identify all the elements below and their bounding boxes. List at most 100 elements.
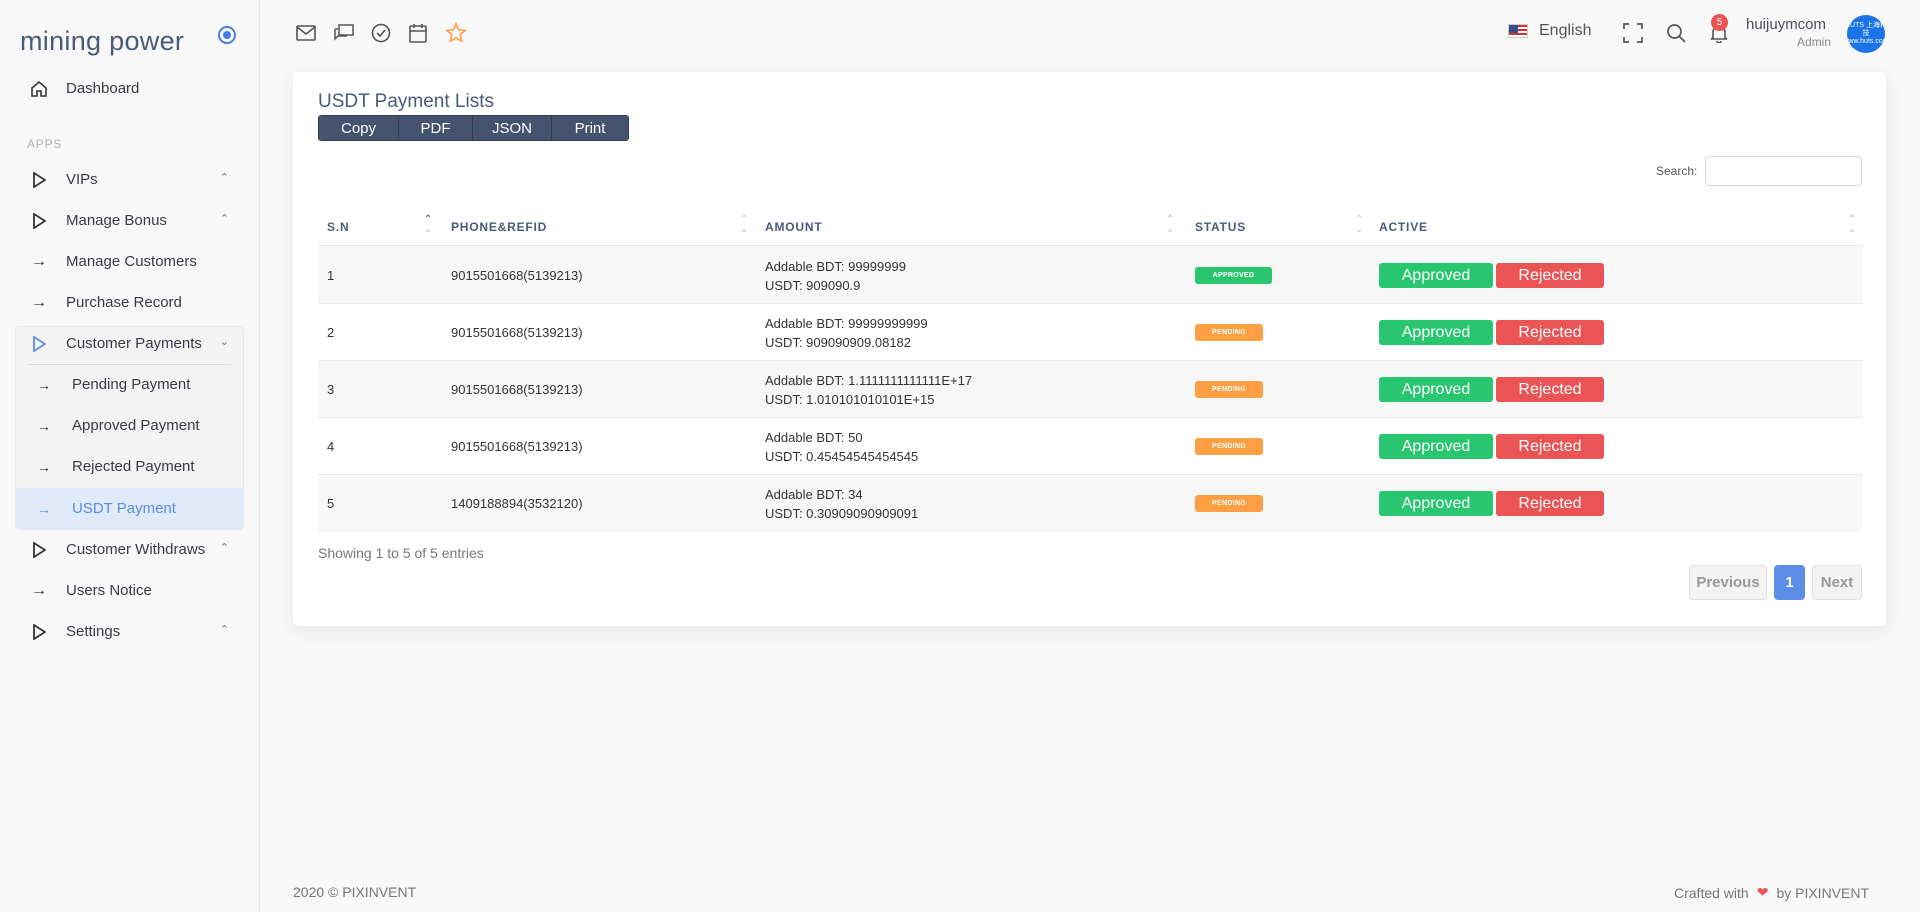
cell-sn: 2 [327, 325, 335, 340]
page-1-button[interactable]: 1 [1774, 565, 1805, 600]
sidebar-item-vips[interactable]: VIPs ⌃ [15, 159, 243, 200]
sidebar-item-settings[interactable]: Settings ⌃ [15, 611, 243, 652]
approve-button[interactable]: Approved [1379, 263, 1493, 288]
amount-bdt: Addable BDT: 99999999 [765, 258, 906, 274]
user-name[interactable]: huijuymcom [1746, 16, 1827, 33]
sidebar-item-customer-payments[interactable]: Customer Payments ⌄ [15, 323, 243, 364]
reject-button[interactable]: Rejected [1496, 491, 1604, 516]
avatar[interactable]: HUTS 上海科技 www.huts.com [1843, 15, 1889, 53]
copy-button[interactable]: Copy [319, 116, 399, 140]
column-header-label: S.N [327, 220, 350, 234]
calendar-icon[interactable] [407, 22, 429, 44]
search-input[interactable] [1705, 156, 1862, 186]
reject-button[interactable]: Rejected [1496, 263, 1604, 288]
play-icon [29, 622, 49, 642]
cell-sn: 1 [327, 268, 335, 283]
sidebar-item-label: USDT Payment [72, 500, 176, 517]
play-icon [29, 170, 49, 190]
reject-button[interactable]: Rejected [1496, 320, 1604, 345]
approve-button[interactable]: Approved [1379, 377, 1493, 402]
column-header-label: STATUS [1195, 220, 1247, 234]
card-title: USDT Payment Lists [318, 91, 494, 112]
star-icon[interactable] [445, 22, 467, 44]
play-icon [29, 211, 49, 231]
table-row: 2 9015501668(5139213) Addable BDT: 99999… [318, 304, 1863, 361]
sidebar-item-manage-bonus[interactable]: Manage Bonus ⌃ [15, 200, 243, 241]
table-row: 5 1409188894(3532120) Addable BDT: 34 US… [318, 475, 1863, 532]
sidebar-subitem-pending-payment[interactable]: → Pending Payment [15, 364, 244, 405]
pdf-button[interactable]: PDF [399, 116, 473, 140]
sidebar-item-label: Rejected Payment [72, 458, 195, 475]
approve-button[interactable]: Approved [1379, 491, 1493, 516]
sidebar-item-dashboard[interactable]: Dashboard [15, 68, 243, 109]
amount-usdt: USDT: 0.30909090909091 [765, 505, 919, 521]
column-header-phone[interactable]: PHONE&REFID [451, 208, 751, 246]
sidebar-item-label: Manage Customers [66, 253, 197, 270]
heart-icon: ❤ [1756, 884, 1769, 900]
next-page-button[interactable]: Next [1812, 565, 1862, 600]
sort-icon[interactable]: ⌃ ⌄ [424, 214, 433, 235]
cell-phone: 9015501668(5139213) [451, 268, 583, 283]
cell-phone: 9015501668(5139213) [451, 382, 583, 397]
brand-name[interactable]: mining power [20, 26, 185, 56]
sidebar-item-manage-customers[interactable]: → Manage Customers [15, 241, 243, 282]
table-info: Showing 1 to 5 of 5 entries [318, 545, 484, 561]
status-badge: APPROVED [1195, 267, 1272, 284]
sort-icon[interactable]: ⌃ ⌄ [1848, 214, 1857, 235]
user-role: Admin [1797, 35, 1832, 49]
arrow-right-icon: → [37, 458, 51, 475]
footer-by-label: by PIXINVENT [1776, 884, 1870, 901]
footer-credit: Crafted with ❤ by PIXINVENT [1674, 884, 1869, 901]
sidebar-item-purchase-record[interactable]: → Purchase Record [15, 282, 243, 323]
sidebar-toggle-icon[interactable] [218, 26, 236, 44]
print-button[interactable]: Print [552, 116, 628, 140]
previous-page-button[interactable]: Previous [1689, 565, 1767, 600]
sidebar: mining power Dashboard APPS VIPs ⌃ Manag… [0, 0, 260, 912]
chevron-up-icon: ⌃ [219, 542, 229, 554]
sidebar-subitem-approved-payment[interactable]: → Approved Payment [15, 405, 244, 446]
home-icon [29, 79, 49, 99]
sidebar-item-label: Pending Payment [72, 376, 191, 393]
amount-usdt: USDT: 909090909.08182 [765, 334, 912, 350]
check-circle-icon[interactable] [370, 22, 392, 44]
reject-button[interactable]: Rejected [1496, 377, 1604, 402]
reject-button[interactable]: Rejected [1496, 434, 1604, 459]
sort-icon[interactable]: ⌃ ⌄ [740, 214, 749, 235]
json-button[interactable]: JSON [473, 116, 552, 140]
column-header-status[interactable]: STATUS [1195, 208, 1355, 246]
fullscreen-icon[interactable] [1622, 22, 1644, 44]
chevron-down-icon: ⌄ [219, 336, 229, 348]
sidebar-item-customer-withdraws[interactable]: Customer Withdraws ⌃ [15, 529, 243, 570]
column-header-active[interactable]: ACTIVE [1379, 208, 1779, 246]
cell-sn: 3 [327, 382, 335, 397]
us-flag-icon [1508, 24, 1528, 38]
payment-list-card: USDT Payment Lists Copy PDF JSON Print S… [293, 72, 1886, 626]
column-header-amount[interactable]: AMOUNT [765, 208, 1165, 246]
column-header-sn[interactable]: S.N [327, 208, 447, 246]
approve-button[interactable]: Approved [1379, 434, 1493, 459]
sidebar-subitem-rejected-payment[interactable]: → Rejected Payment [15, 446, 244, 487]
chat-icon[interactable] [333, 22, 355, 44]
mail-icon[interactable] [295, 22, 317, 44]
column-header-label: AMOUNT [765, 220, 823, 234]
sidebar-subitem-usdt-payment[interactable]: → USDT Payment [15, 488, 244, 529]
sidebar-item-label: Manage Bonus [66, 212, 167, 229]
language-selector[interactable]: English [1508, 22, 1591, 40]
chevron-up-icon: ⌃ [219, 213, 229, 225]
approve-button[interactable]: Approved [1379, 320, 1493, 345]
cell-amount: Addable BDT: 99999999 USDT: 909090.9 [765, 247, 906, 304]
table-row: 1 9015501668(5139213) Addable BDT: 99999… [318, 247, 1863, 304]
footer-copyright: 2020 © PIXINVENT [293, 884, 417, 900]
search-icon[interactable] [1665, 22, 1687, 44]
sidebar-item-label: Users Notice [66, 582, 152, 599]
sidebar-item-users-notice[interactable]: → Users Notice [15, 570, 243, 611]
cell-status: APPROVED [1195, 247, 1272, 304]
sort-icon[interactable]: ⌃ ⌄ [1166, 214, 1175, 235]
footer-crafted-label: Crafted with [1674, 884, 1749, 901]
play-icon [29, 540, 49, 560]
sidebar-item-label: Dashboard [66, 80, 140, 97]
arrow-right-icon: → [31, 293, 47, 311]
arrow-right-icon: → [37, 376, 51, 393]
sort-icon[interactable]: ⌃ ⌄ [1355, 214, 1364, 235]
arrow-right-icon: → [31, 252, 47, 270]
